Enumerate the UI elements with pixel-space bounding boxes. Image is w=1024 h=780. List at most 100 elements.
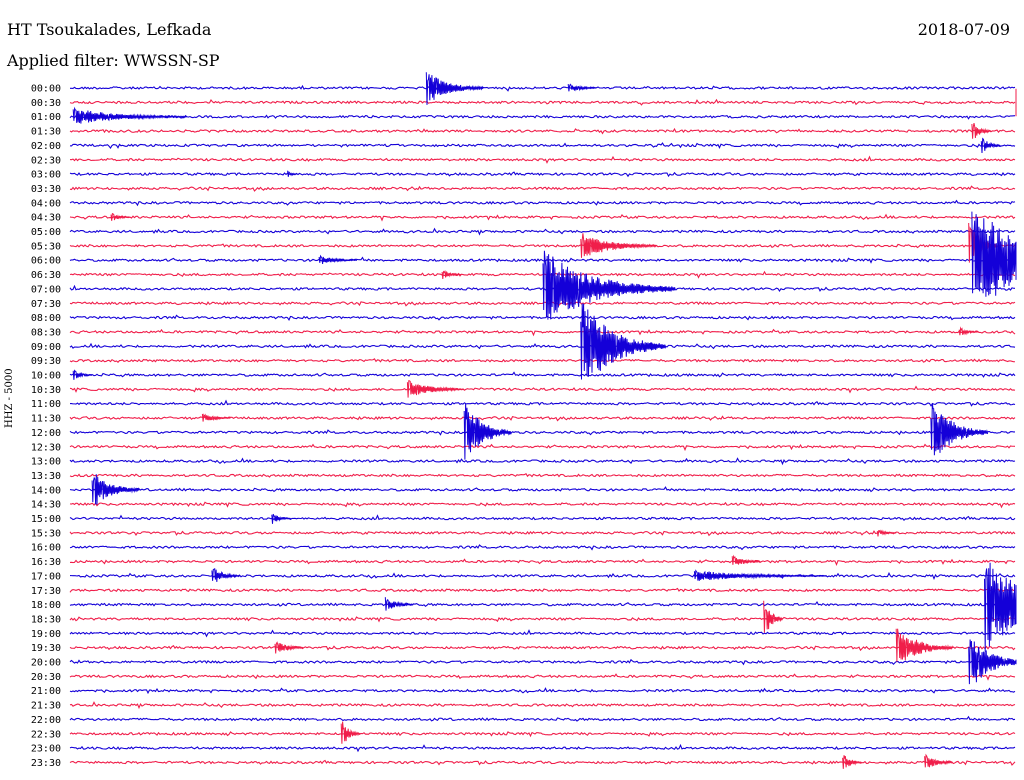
trace-row <box>69 530 1016 537</box>
row-time-label: 12:30 <box>31 442 61 453</box>
trace-row <box>69 587 1016 593</box>
row-time-label: 12:00 <box>31 428 61 439</box>
row-time-label: 06:00 <box>31 256 61 267</box>
row-time-label: 15:00 <box>31 514 61 525</box>
row-time-label: 15:30 <box>31 528 61 539</box>
row-time-label: 08:30 <box>31 327 61 338</box>
event-waveform <box>110 212 131 221</box>
row-time-label: 14:30 <box>31 500 61 511</box>
event-waveform <box>567 83 597 92</box>
trace-row <box>69 544 1016 551</box>
event-waveform <box>271 513 291 524</box>
event-waveform <box>580 233 657 258</box>
trace-row <box>69 358 1016 363</box>
trace-row <box>69 328 1016 337</box>
event-waveform <box>91 474 140 505</box>
row-time-label: 10:30 <box>31 385 61 396</box>
trace-row <box>69 472 1016 478</box>
trace-row <box>69 84 1016 92</box>
trace-row <box>69 673 1016 681</box>
trace-row <box>69 199 1016 207</box>
event-waveform <box>406 380 465 398</box>
trace-row <box>69 256 1016 264</box>
trace-row <box>69 185 1016 192</box>
trace-row <box>69 731 1016 738</box>
trace-row <box>69 371 1016 378</box>
event-waveform <box>984 562 1017 653</box>
trace-row <box>69 114 1016 120</box>
row-time-label: 07:00 <box>31 284 61 295</box>
event-waveform <box>693 569 827 581</box>
row-time-label: 23:30 <box>31 758 61 769</box>
row-time-label: 13:30 <box>31 471 61 482</box>
row-time-label: 08:00 <box>31 313 61 324</box>
filter-line: Applied filter: WWSSN-SP <box>7 51 220 70</box>
event-waveform <box>971 122 992 139</box>
trace-row <box>69 127 1016 135</box>
trace-row <box>69 486 1016 493</box>
row-time-label: 22:30 <box>31 729 61 740</box>
row-time-label: 16:00 <box>31 543 61 554</box>
event-waveform <box>930 403 989 456</box>
trace-row <box>69 342 1016 351</box>
trace-row <box>69 270 1016 279</box>
event-waveform <box>384 597 414 611</box>
filter-name: WWSSN-SP <box>123 51 220 70</box>
date-label: 2018-07-09 <box>917 20 1010 39</box>
row-time-label: 09:00 <box>31 342 61 353</box>
event-waveform <box>463 403 512 460</box>
event-waveform <box>211 567 241 582</box>
trace-row <box>69 501 1016 509</box>
row-time-label: 19:00 <box>31 629 61 640</box>
event-waveform <box>731 554 761 565</box>
row-time-label: 09:30 <box>31 356 61 367</box>
row-time-label: 06:30 <box>31 270 61 281</box>
row-time-label: 21:00 <box>31 686 61 697</box>
trace-row <box>69 558 1016 566</box>
row-time-label: 05:30 <box>31 241 61 252</box>
trace-row <box>69 759 1016 766</box>
trace-row <box>69 399 1016 407</box>
trace-row <box>69 629 1016 638</box>
row-time-label: 02:00 <box>31 141 61 152</box>
trace-row <box>69 243 1016 249</box>
trace-row <box>69 300 1016 307</box>
row-time-label: 00:00 <box>31 84 61 95</box>
trace-row <box>69 385 1016 394</box>
trace-row <box>69 514 1016 521</box>
event-waveform <box>72 369 93 380</box>
row-time-label: 10:00 <box>31 371 61 382</box>
row-time-label: 03:00 <box>31 170 61 181</box>
event-waveform <box>895 628 954 662</box>
row-time-label: 17:00 <box>31 571 61 582</box>
trace-row <box>69 429 1016 436</box>
event-waveform <box>842 755 862 769</box>
trace-row <box>69 284 1016 293</box>
trace-row <box>69 743 1016 753</box>
row-time-label: 01:00 <box>31 112 61 123</box>
event-waveform <box>340 721 361 744</box>
filter-prefix: Applied filter: <box>7 51 124 70</box>
trace-row <box>69 715 1016 722</box>
trace-row <box>69 142 1016 150</box>
row-time-label: 04:30 <box>31 213 61 224</box>
trace-row <box>69 98 1016 106</box>
row-time-label: 17:30 <box>31 586 61 597</box>
event-waveform <box>274 641 304 654</box>
row-time-label: 14:00 <box>31 485 61 496</box>
event-waveform <box>968 639 1017 685</box>
trace-row <box>69 227 1016 236</box>
row-time-label: 00:30 <box>31 98 61 109</box>
row-time-label: 03:30 <box>31 184 61 195</box>
row-time-label: 19:30 <box>31 643 61 654</box>
event-waveform <box>971 211 1017 297</box>
row-time-label: 05:00 <box>31 227 61 238</box>
trace-row <box>69 600 1016 607</box>
row-time-label: 22:00 <box>31 715 61 726</box>
row-time-label: 18:30 <box>31 614 61 625</box>
event-waveform <box>542 250 676 320</box>
event-waveform <box>980 137 1001 154</box>
event-waveform <box>958 326 979 336</box>
trace-row <box>69 213 1016 222</box>
